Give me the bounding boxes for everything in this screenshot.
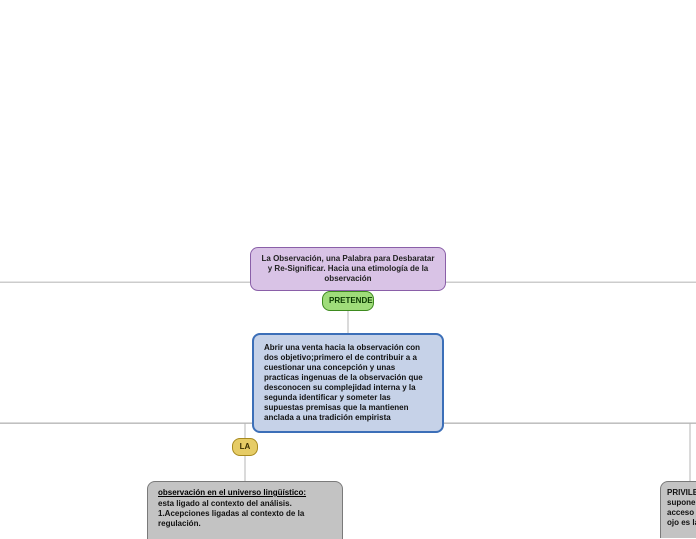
diagram-canvas: La Observación, una Palabra para Desbara…	[0, 0, 696, 520]
root-text: La Observación, una Palabra para Desbara…	[262, 254, 435, 283]
observacion-title: observación en el universo lingüístico:	[158, 488, 306, 497]
right-partial-node[interactable]: PRIVILE supone e acceso a ojo es la	[660, 481, 696, 538]
observacion-node[interactable]: observación en el universo lingüístico: …	[147, 481, 343, 539]
root-node[interactable]: La Observación, una Palabra para Desbara…	[250, 247, 446, 291]
abrir-text: Abrir una venta hacia la observación con…	[264, 343, 423, 422]
la-node[interactable]: LA	[232, 438, 258, 456]
la-text: LA	[240, 442, 251, 451]
right-partial-text: PRIVILE supone e acceso a ojo es la	[667, 488, 696, 527]
observacion-body: esta ligado al contexto del análisis. 1.…	[158, 499, 332, 529]
pretende-node[interactable]: PRETENDE	[322, 291, 374, 311]
abrir-node[interactable]: Abrir una venta hacia la observación con…	[252, 333, 444, 433]
pretende-text: PRETENDE	[329, 296, 373, 305]
